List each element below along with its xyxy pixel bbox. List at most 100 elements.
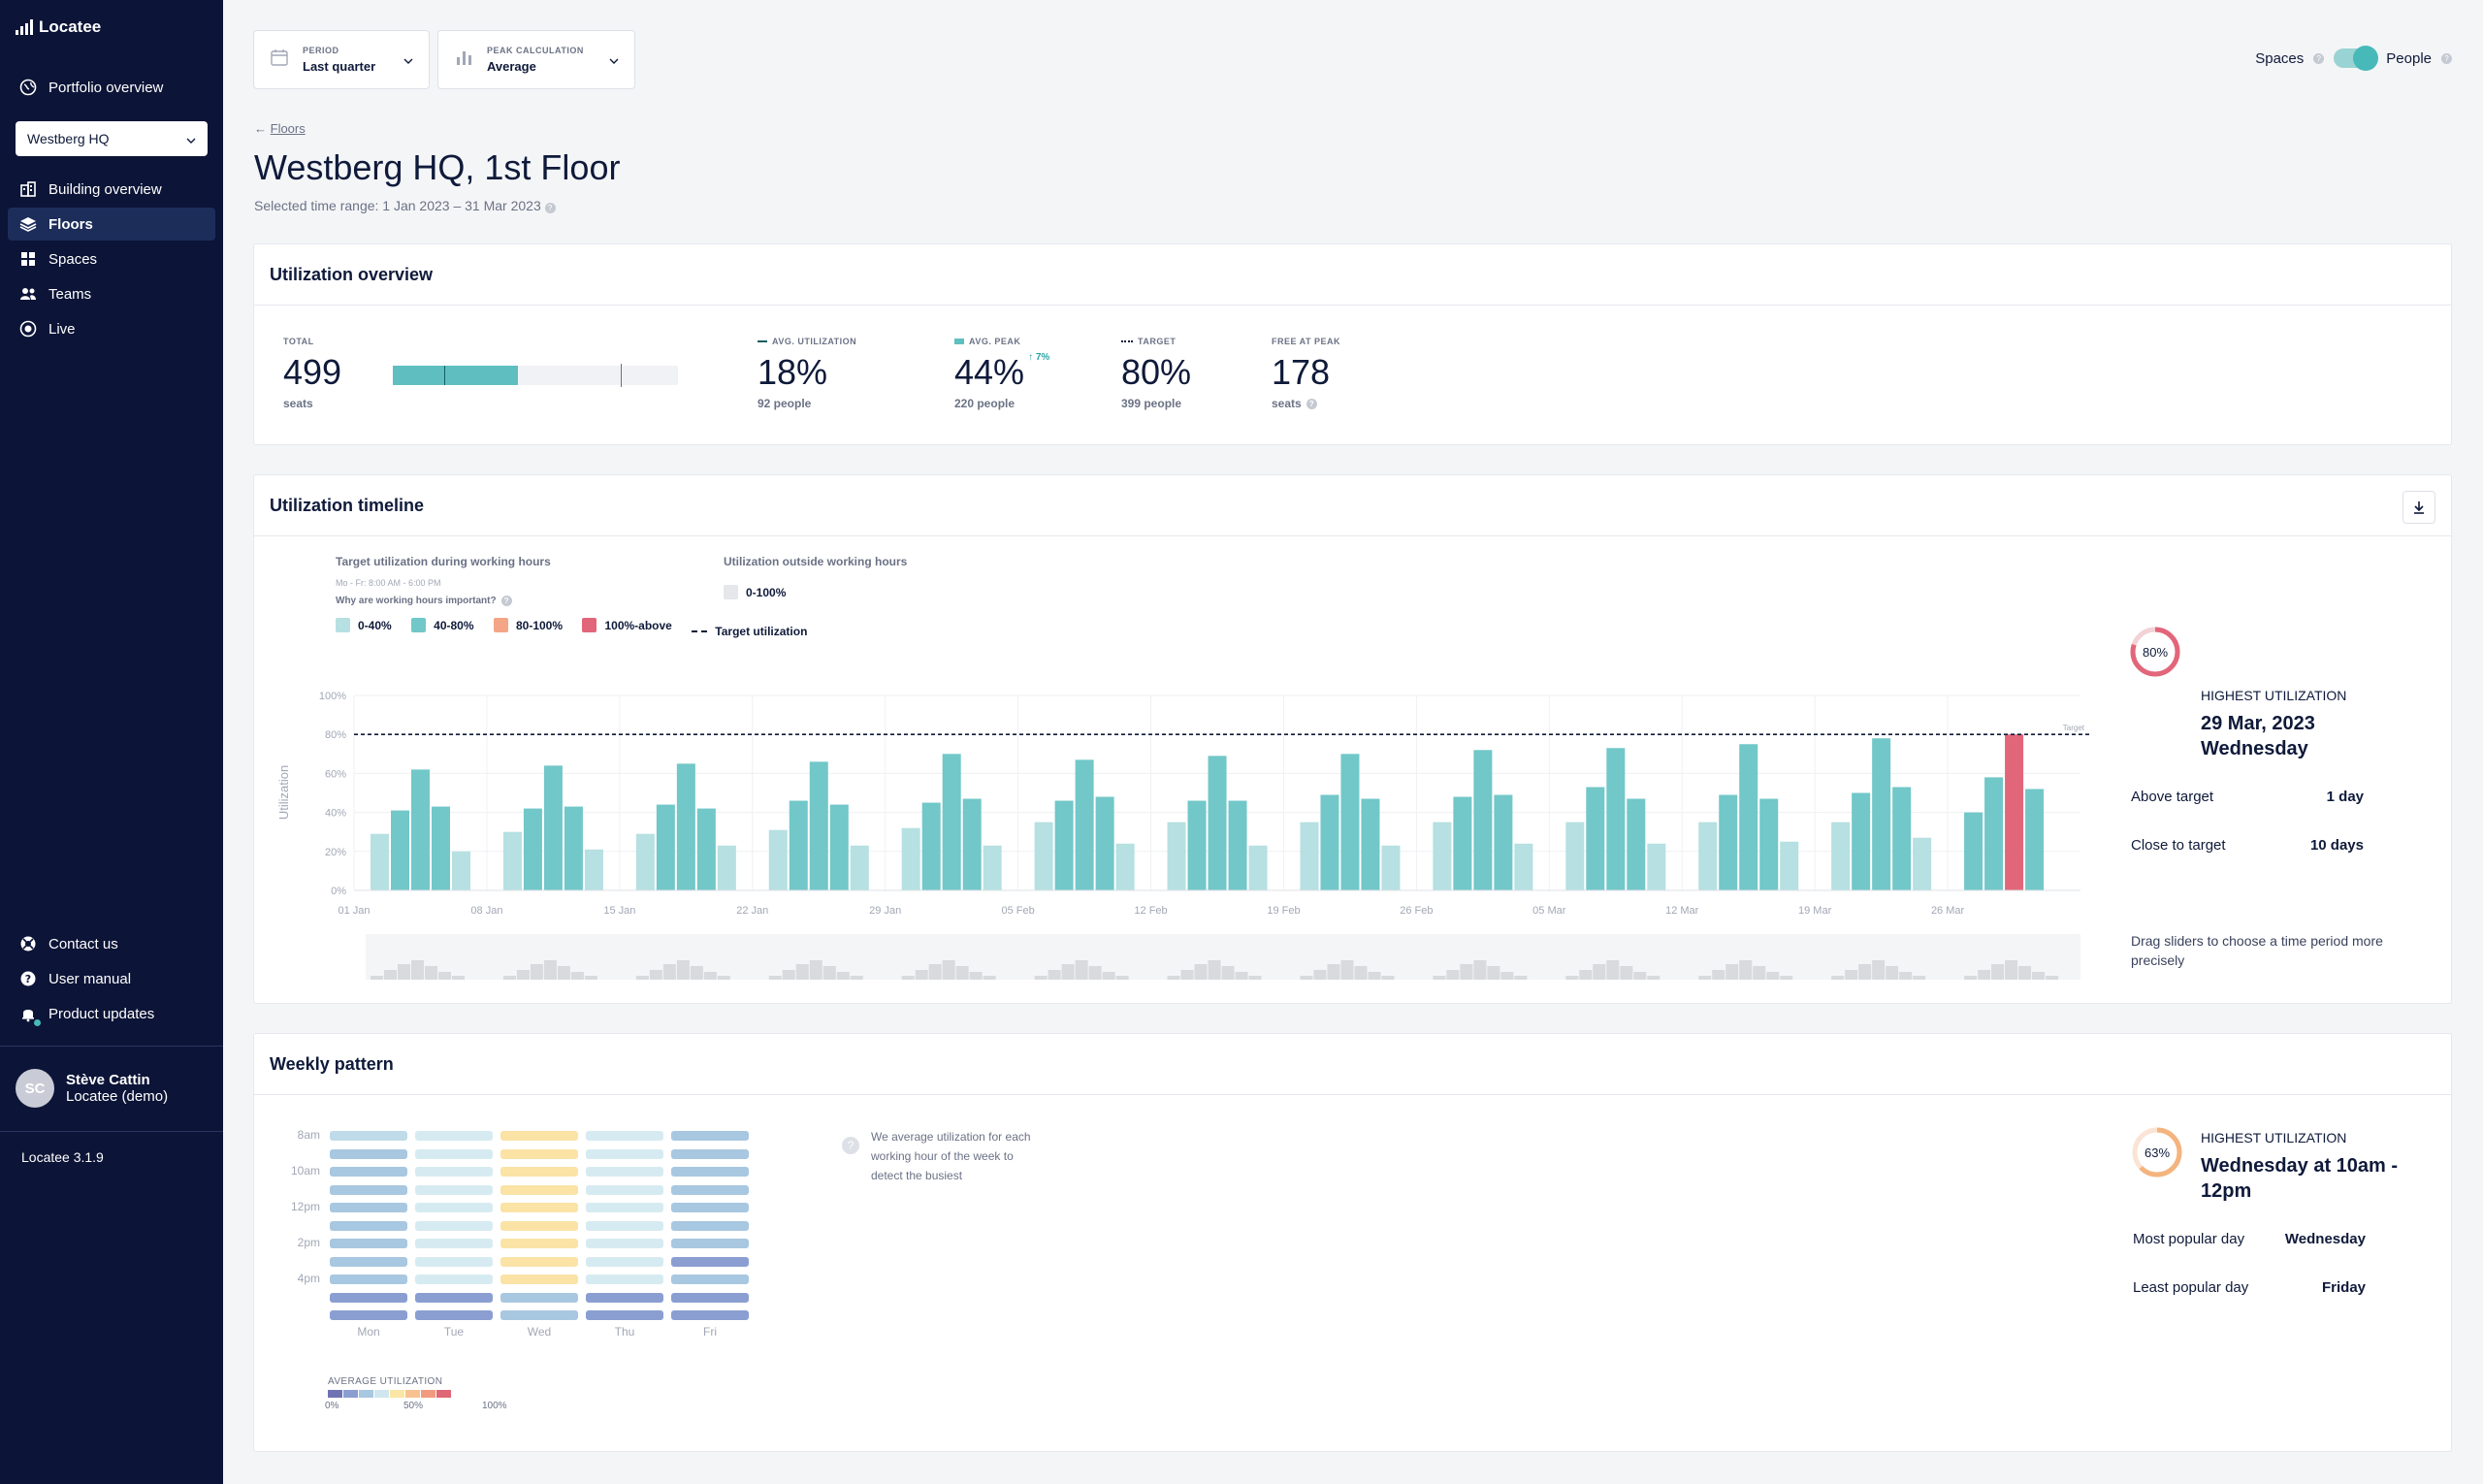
building-select[interactable]: Westberg HQ xyxy=(16,121,208,156)
heatmap-cell[interactable] xyxy=(671,1310,749,1320)
heatmap-cell[interactable] xyxy=(500,1310,578,1320)
info-icon[interactable]: ? xyxy=(1306,398,1317,409)
heatmap-cell[interactable] xyxy=(586,1310,663,1320)
heatmap-cell[interactable] xyxy=(415,1148,493,1159)
heatmap-cell[interactable] xyxy=(500,1274,578,1284)
info-icon[interactable]: ? xyxy=(842,1137,859,1154)
heatmap-cell[interactable] xyxy=(415,1310,493,1320)
heatmap-cell[interactable] xyxy=(330,1220,407,1231)
heatmap-cell[interactable] xyxy=(415,1203,493,1212)
sidebar-item-contact-us[interactable]: Contact us xyxy=(8,927,215,960)
sidebar-item-building-overview[interactable]: Building overview xyxy=(8,173,215,206)
heatmap-cell[interactable] xyxy=(330,1184,407,1195)
heatmap-cell[interactable] xyxy=(586,1292,663,1303)
line-swatch-icon xyxy=(758,340,767,342)
weekly-heatmap[interactable]: 8am 10am 12pm 2pm 4pm Mon Tue Wed Thu Fri xyxy=(254,1034,836,1403)
heatmap-cell[interactable] xyxy=(671,1167,749,1177)
heatmap-cell[interactable] xyxy=(671,1148,749,1159)
dotted-line-icon xyxy=(1121,340,1133,342)
period-filter[interactable]: PERIOD Last quarter xyxy=(253,30,430,89)
heatmap-cell[interactable] xyxy=(330,1310,407,1320)
heatmap-cell[interactable] xyxy=(330,1148,407,1159)
chart-bar xyxy=(1586,787,1605,890)
breadcrumb-link-floors[interactable]: Floors xyxy=(270,121,306,136)
spaces-people-toggle[interactable] xyxy=(2334,46,2379,71)
why-working-hours-text: Why are working hours important? xyxy=(336,596,497,606)
heatmap-cell[interactable] xyxy=(330,1256,407,1267)
slider-silhouette-bar xyxy=(1831,976,1845,980)
heatmap-cell[interactable] xyxy=(500,1167,578,1177)
heatmap-cell[interactable] xyxy=(671,1256,749,1267)
heatmap-cell[interactable] xyxy=(586,1131,663,1141)
heatmap-cell[interactable] xyxy=(500,1203,578,1212)
heatmap-cell[interactable] xyxy=(671,1220,749,1231)
heatmap-cell[interactable] xyxy=(500,1131,578,1141)
heatmap-cell[interactable] xyxy=(671,1203,749,1212)
x-tick-label: 12 Mar xyxy=(1665,905,1699,917)
heatmap-cell[interactable] xyxy=(586,1274,663,1284)
heatmap-cell[interactable] xyxy=(330,1131,407,1141)
heatmap-cell[interactable] xyxy=(330,1274,407,1284)
heatmap-cell[interactable] xyxy=(415,1256,493,1267)
slider-silhouette-bar xyxy=(703,972,717,980)
utilization-timeline-chart[interactable]: 100% 80% 60% 40% 20% 0% Utilization 01 Jan 08 Ja… xyxy=(254,475,2388,1005)
heatmap-cell[interactable] xyxy=(586,1167,663,1177)
sidebar-item-teams[interactable]: Teams xyxy=(8,277,215,310)
heatmap-cell[interactable] xyxy=(500,1292,578,1303)
chart-bar xyxy=(1300,822,1319,890)
user-profile[interactable]: SC Stève Cattin Locatee (demo) xyxy=(16,1069,168,1108)
legend-item: Target utilization xyxy=(692,625,807,638)
close-to-target-row: Close to target 10 days xyxy=(2131,837,2364,854)
square-swatch-icon xyxy=(954,339,964,344)
heatmap-cell[interactable] xyxy=(330,1167,407,1177)
slider-silhouette-bar xyxy=(452,976,465,980)
heatmap-cell[interactable] xyxy=(671,1274,749,1284)
chart-bar xyxy=(502,831,522,890)
download-button[interactable] xyxy=(2402,491,2435,524)
sidebar-item-spaces[interactable]: Spaces xyxy=(8,242,215,275)
legend-label: 0-40% xyxy=(358,618,392,632)
heatmap-cell[interactable] xyxy=(415,1292,493,1303)
heatmap-cell[interactable] xyxy=(415,1184,493,1195)
logo-text: Locatee xyxy=(39,17,102,36)
info-icon[interactable]: ? xyxy=(2441,52,2452,64)
heatmap-cell[interactable] xyxy=(415,1274,493,1284)
chart-bar xyxy=(1514,843,1533,890)
peak-calculation-filter[interactable]: PEAK CALCULATION Average xyxy=(437,30,635,89)
heatmap-cell[interactable] xyxy=(586,1239,663,1248)
heatmap-cell[interactable] xyxy=(330,1239,407,1248)
heatmap-cell[interactable] xyxy=(415,1220,493,1231)
kv-label: Most popular day xyxy=(2133,1231,2245,1247)
heatmap-cell[interactable] xyxy=(671,1292,749,1303)
heatmap-cell[interactable] xyxy=(586,1220,663,1231)
sidebar-item-user-manual[interactable]: ? User manual xyxy=(8,962,215,995)
heatmap-cell[interactable] xyxy=(500,1239,578,1248)
heatmap-cell[interactable] xyxy=(671,1239,749,1248)
heatmap-cell[interactable] xyxy=(500,1220,578,1231)
heatmap-cell[interactable] xyxy=(586,1256,663,1267)
nav-portfolio-overview[interactable]: Portfolio overview xyxy=(8,71,215,104)
sidebar-item-live[interactable]: Live xyxy=(8,312,215,345)
heatmap-cell[interactable] xyxy=(586,1203,663,1212)
sidebar-item-label: Spaces xyxy=(48,250,98,268)
heatmap-cell[interactable] xyxy=(586,1184,663,1195)
heatmap-cell[interactable] xyxy=(415,1239,493,1248)
heatmap-cell[interactable] xyxy=(500,1148,578,1159)
heatmap-cell[interactable] xyxy=(415,1131,493,1141)
heatmap-cell[interactable] xyxy=(586,1148,663,1159)
heatmap-cell[interactable] xyxy=(500,1184,578,1195)
heatmap-cell[interactable] xyxy=(671,1184,749,1195)
heatmap-cell[interactable] xyxy=(415,1167,493,1177)
sidebar-item-floors[interactable]: Floors xyxy=(8,208,215,241)
sidebar-item-product-updates[interactable]: Product updates xyxy=(8,997,215,1030)
info-icon[interactable]: ? xyxy=(544,203,556,213)
chart-bar xyxy=(717,845,736,890)
why-working-hours-link[interactable]: Why are working hours important?? xyxy=(336,596,822,606)
heatmap-cell[interactable] xyxy=(330,1203,407,1212)
info-icon[interactable]: ? xyxy=(2313,52,2325,64)
heatmap-cell[interactable] xyxy=(671,1131,749,1141)
heatmap-cell[interactable] xyxy=(500,1256,578,1267)
heatmap-cell[interactable] xyxy=(330,1292,407,1303)
locatee-logo[interactable]: Locatee xyxy=(16,17,101,37)
slider-silhouette-bar xyxy=(690,966,703,980)
